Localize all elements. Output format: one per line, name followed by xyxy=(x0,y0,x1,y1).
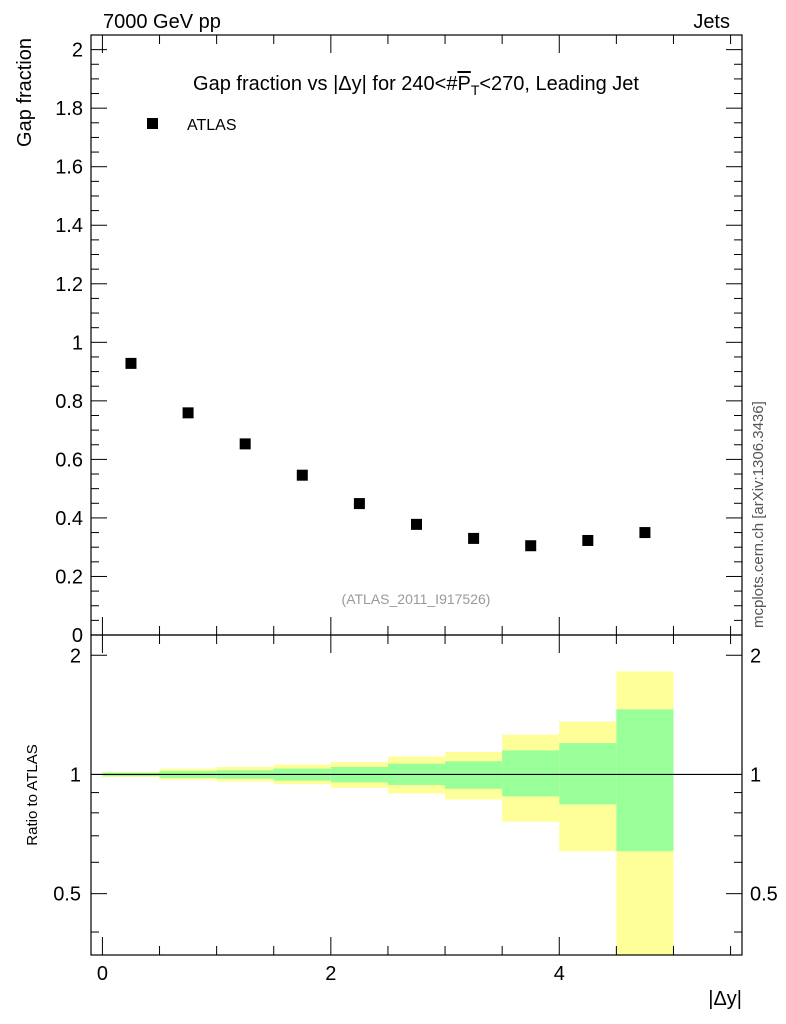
x-tick-label: 0 xyxy=(97,963,108,985)
data-point-atlas xyxy=(411,518,422,530)
main-y-tick-label: 2 xyxy=(72,40,83,62)
main-y-axis-label: Gap fraction xyxy=(14,38,36,147)
main-y-tick-label: 1.2 xyxy=(55,274,83,296)
ratio-y-tick-label-right: 2 xyxy=(750,645,761,667)
title-sub-t: T xyxy=(471,82,480,98)
source-side-label: mcplots.cern.ch [arXiv:1306.3436] xyxy=(750,401,767,628)
ratio-y-tick-label-right: 1 xyxy=(750,764,761,786)
ratio-inner-band xyxy=(559,743,617,805)
data-point-atlas xyxy=(125,357,137,369)
legend-label-atlas: ATLAS xyxy=(187,117,237,134)
main-title: Gap fraction vs |Δy| for 240<#PT<270, Le… xyxy=(193,73,639,98)
x-tick-label: 4 xyxy=(554,963,565,985)
process-label: Jets xyxy=(693,11,730,33)
analysis-annotation: (ATLAS_2011_I917526) xyxy=(342,591,491,607)
main-y-tick-label: 0.8 xyxy=(55,391,83,413)
main-y-tick-label: 0 xyxy=(72,625,83,647)
x-axis-label: |Δy| xyxy=(708,988,742,1010)
ratio-y-tick-label-right: 0.5 xyxy=(750,884,778,906)
data-point-atlas xyxy=(296,469,308,481)
ratio-inner-band xyxy=(502,750,560,797)
main-y-tick-label: 0.4 xyxy=(55,508,83,530)
main-y-tick-label: 1 xyxy=(72,332,83,354)
energy-label: 7000 GeV pp xyxy=(103,11,221,33)
main-y-tick-label: 1.4 xyxy=(55,215,83,237)
main-y-tick-label: 0.6 xyxy=(55,449,83,471)
main-plot: 0 0.2 0.4 0.6 0.8 1 1.2 1.4 1.6 1.8 2 xyxy=(55,35,742,647)
data-point-atlas xyxy=(639,527,651,539)
title-overline-p: P xyxy=(457,73,470,95)
ratio-inner-band xyxy=(616,709,674,852)
ratio-y-tick-label: 1 xyxy=(70,764,81,786)
ratio-y-tick-label: 2 xyxy=(70,645,81,667)
data-point-atlas xyxy=(182,407,194,419)
ratio-y-axis-label: Ratio to ATLAS xyxy=(24,744,41,845)
ratio-plot-frame xyxy=(90,634,743,956)
data-point-atlas xyxy=(239,438,251,450)
data-point-atlas xyxy=(525,540,537,552)
data-point-atlas xyxy=(582,534,594,546)
main-y-tick-label: 1.6 xyxy=(55,157,83,179)
x-tick-label: 2 xyxy=(325,963,336,985)
data-point-atlas xyxy=(468,532,480,544)
main-y-tick-label: 1.8 xyxy=(55,98,83,120)
data-point-atlas xyxy=(353,498,365,510)
ratio-plot: 0.5 0.5 1 1 2 2 0 2 4 xyxy=(53,635,778,985)
legend-marker-atlas xyxy=(147,118,158,129)
ratio-y-tick-label: 0.5 xyxy=(53,884,81,906)
main-y-tick-label: 0.2 xyxy=(55,566,83,588)
